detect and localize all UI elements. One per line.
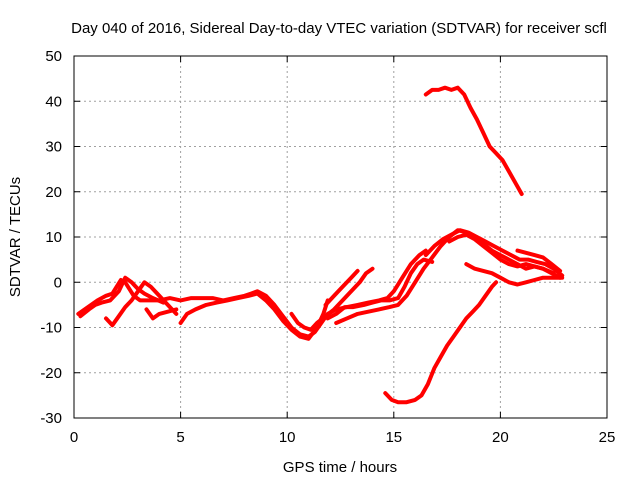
series-line-arc-5 bbox=[178, 291, 330, 341]
y-axis-label: SDTVAR / TECUs bbox=[7, 177, 24, 297]
axis-ticks: 0 5 10 15 20 25 -30 -20 -10 0 10 20 30 40 50 bbox=[40, 48, 615, 446]
series-line-arc-2 bbox=[78, 275, 166, 319]
y-tick-label: -10 bbox=[40, 320, 62, 337]
y-tick-label: 50 bbox=[45, 48, 62, 65]
series-group bbox=[76, 85, 565, 405]
grid bbox=[74, 56, 607, 418]
x-tick-label: 0 bbox=[70, 429, 78, 446]
series-line-arc-14 bbox=[383, 280, 499, 405]
x-tick-label: 5 bbox=[176, 429, 184, 446]
x-axis-label: GPS time / hours bbox=[283, 459, 397, 476]
series-line-arc-9 bbox=[334, 228, 563, 325]
x-tick-label: 15 bbox=[385, 429, 402, 446]
y-tick-label: 0 bbox=[54, 274, 62, 291]
series-line-arc-7 bbox=[323, 268, 360, 307]
series-line-arc-8 bbox=[325, 257, 435, 321]
series-line-arc-4 bbox=[144, 307, 179, 321]
series-line-arc-12 bbox=[464, 262, 565, 287]
y-tick-label: 30 bbox=[45, 139, 62, 156]
y-tick-label: 20 bbox=[45, 184, 62, 201]
y-tick-label: -20 bbox=[40, 365, 62, 382]
series-line-arc-11 bbox=[447, 232, 556, 276]
x-tick-label: 25 bbox=[599, 429, 616, 446]
chart-title: Day 040 of 2016, Sidereal Day-to-day VTE… bbox=[71, 20, 607, 37]
series-line-arc-10 bbox=[423, 228, 565, 278]
y-tick-label: -30 bbox=[40, 410, 62, 427]
series-line-arc-3 bbox=[104, 280, 179, 328]
series-line-arc-15 bbox=[423, 85, 524, 196]
series-line-arc-13 bbox=[515, 248, 563, 273]
y-tick-label: 40 bbox=[45, 93, 62, 110]
series-line-arc-6 bbox=[289, 266, 375, 332]
x-tick-label: 10 bbox=[279, 429, 296, 446]
y-tick-label: 10 bbox=[45, 229, 62, 246]
x-tick-label: 20 bbox=[492, 429, 509, 446]
